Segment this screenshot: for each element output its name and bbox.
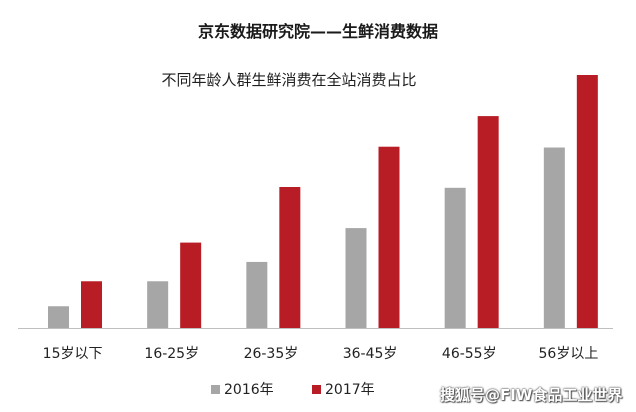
- bar-series2-5: [576, 75, 598, 329]
- watermark: 搜狐号@FIW食品工业世界: [440, 386, 623, 404]
- x-tick-label: 46-55岁: [442, 346, 497, 362]
- x-tick-label: 16-25岁: [144, 346, 199, 362]
- legend-label-series2: 2017年: [325, 382, 375, 398]
- bar-series2-1: [180, 242, 202, 328]
- bar-series2-3: [378, 146, 400, 328]
- legend-label-series1: 2016年: [224, 382, 274, 398]
- x-tick-label: 15岁以下: [43, 346, 103, 362]
- bar-series2-0: [81, 281, 102, 328]
- bar-series1-5: [543, 147, 565, 328]
- bar-series2-2: [279, 187, 301, 328]
- bar-series1-2: [246, 261, 268, 328]
- legend-swatch-series2: [312, 385, 321, 394]
- x-tick-label: 36-45岁: [343, 346, 398, 362]
- bar-series1-3: [345, 228, 367, 328]
- x-tick-label: 26-35岁: [244, 346, 299, 362]
- bar-series2-4: [477, 116, 499, 329]
- x-tick-label: 56岁以上: [539, 346, 599, 362]
- chart-title: 不同年龄人群生鲜消费在全站消费占比: [161, 71, 417, 89]
- bar-series1-0: [48, 306, 69, 328]
- page-title: 京东数据研究院——生鲜消费数据: [197, 22, 438, 41]
- bar-series1-1: [147, 281, 169, 328]
- legend-swatch-series1: [211, 385, 220, 394]
- bar-series1-4: [444, 187, 466, 328]
